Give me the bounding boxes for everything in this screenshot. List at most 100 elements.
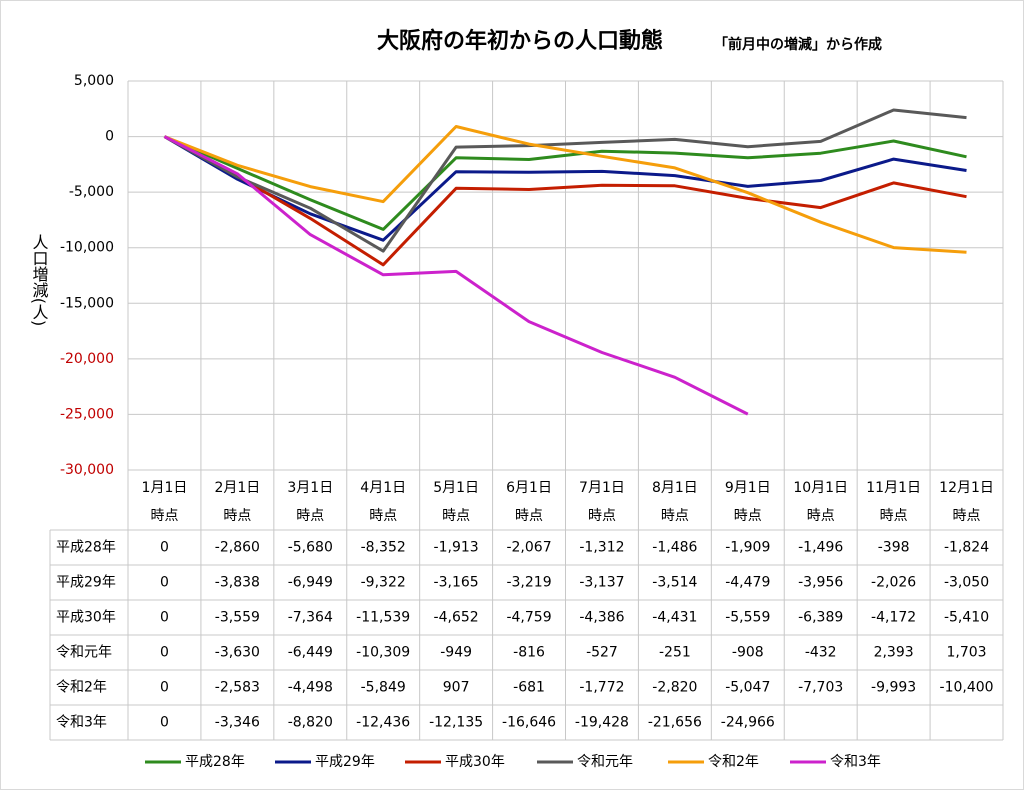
table-value: -12,135: [429, 715, 483, 731]
row-label: 平成30年: [56, 610, 116, 626]
table-value: -1,772: [579, 680, 624, 696]
x-tick-label: 9月1日時点: [725, 480, 771, 524]
table-value: -6,449: [288, 645, 333, 661]
table-value: -2,820: [652, 680, 697, 696]
table-value: 1,703: [946, 645, 986, 661]
table-value: -432: [805, 645, 837, 661]
table-value: -251: [659, 645, 691, 661]
table-value: -2,026: [871, 575, 916, 591]
table-value: -2,860: [215, 540, 260, 556]
table-value: -5,559: [725, 610, 770, 626]
y-axis-label: 人口増減(人): [30, 234, 49, 326]
table-value: 0: [160, 680, 169, 696]
chart-subtitle: 「前月中の増減」から作成: [714, 36, 882, 53]
table-value: -1,312: [579, 540, 624, 556]
table-value: -3,956: [798, 575, 843, 591]
table-value: -1,909: [725, 540, 770, 556]
y-tick-label: -5,000: [69, 184, 114, 200]
table-value: -4,652: [434, 610, 479, 626]
table-value: 907: [443, 680, 470, 696]
table-value: -8,820: [288, 715, 333, 731]
row-label: 令和元年: [56, 645, 112, 661]
table-value: 0: [160, 645, 169, 661]
table-value: -7,703: [798, 680, 843, 696]
y-tick-label: -15,000: [60, 295, 114, 311]
table-value: -3,137: [579, 575, 624, 591]
table-value: -8,352: [361, 540, 406, 556]
x-tick-label: 10月1日時点: [793, 480, 848, 524]
table-value: -816: [513, 645, 545, 661]
series-line: [163, 135, 749, 416]
table-value: -1,824: [944, 540, 989, 556]
x-tick-label: 6月1日時点: [506, 480, 552, 524]
table-value: -2,583: [215, 680, 260, 696]
x-tick-label: 4月1日時点: [360, 480, 406, 524]
table-value: -4,759: [506, 610, 551, 626]
table-value: -3,346: [215, 715, 260, 731]
y-tick-label: -20,000: [60, 351, 114, 367]
table-value: -10,400: [940, 680, 994, 696]
legend-label: 平成30年: [445, 754, 505, 770]
table-value: -9,993: [871, 680, 916, 696]
table-value: -1,913: [434, 540, 479, 556]
table-value: -949: [440, 645, 472, 661]
table-value: -5,410: [944, 610, 989, 626]
table-value: -3,219: [506, 575, 551, 591]
legend-label: 令和2年: [708, 754, 759, 770]
legend-label: 令和元年: [577, 754, 633, 770]
row-label: 平成29年: [56, 575, 116, 591]
row-label: 平成28年: [56, 540, 116, 556]
table-value: -19,428: [575, 715, 629, 731]
table-value: -527: [586, 645, 618, 661]
x-tick-label: 2月1日時点: [214, 480, 260, 524]
table-value: -5,047: [725, 680, 770, 696]
table-value: 0: [160, 715, 169, 731]
x-tick-label: 5月1日時点: [433, 480, 479, 524]
table-value: 0: [160, 575, 169, 591]
row-label: 令和3年: [56, 715, 107, 731]
table-value: -4,479: [725, 575, 770, 591]
y-tick-label: 5,000: [74, 73, 114, 89]
series-line: [163, 125, 967, 254]
y-tick-label: -30,000: [60, 462, 114, 478]
table-value: 2,393: [874, 645, 914, 661]
table-value: -4,498: [288, 680, 333, 696]
x-tick-label: 11月1日時点: [866, 480, 921, 524]
table-value: -398: [878, 540, 910, 556]
table-value: -3,559: [215, 610, 260, 626]
series-line: [163, 135, 967, 242]
series-line: [163, 135, 967, 231]
x-tick-label: 1月1日時点: [142, 480, 188, 524]
table-value: -7,364: [288, 610, 333, 626]
series-line: [163, 135, 967, 267]
table-value: -5,680: [288, 540, 333, 556]
table-value: -5,849: [361, 680, 406, 696]
legend-label: 平成29年: [315, 754, 375, 770]
y-tick-label: -25,000: [60, 406, 114, 422]
x-tick-label: 7月1日時点: [579, 480, 625, 524]
table-value: -3,838: [215, 575, 260, 591]
table-value: -24,966: [721, 715, 775, 731]
table-value: -10,309: [356, 645, 410, 661]
table-value: -1,496: [798, 540, 843, 556]
table-value: -2,067: [506, 540, 551, 556]
table-value: -3,165: [434, 575, 479, 591]
table-value: -4,172: [871, 610, 916, 626]
table-value: 0: [160, 540, 169, 556]
y-tick-label: -10,000: [60, 240, 114, 256]
legend-label: 令和3年: [830, 754, 881, 770]
row-label: 令和2年: [56, 680, 107, 696]
x-tick-label: 12月1日時点: [939, 480, 994, 524]
table-value: 0: [160, 610, 169, 626]
legend-label: 平成28年: [185, 754, 245, 770]
x-tick-label: 3月1日時点: [287, 480, 333, 524]
table-value: -908: [732, 645, 764, 661]
table-value: -21,656: [648, 715, 702, 731]
table-value: -4,431: [652, 610, 697, 626]
table-value: -6,949: [288, 575, 333, 591]
table-value: -11,539: [356, 610, 410, 626]
table-value: -12,436: [356, 715, 410, 731]
chart-title: 大阪府の年初からの人口動態: [377, 28, 663, 54]
